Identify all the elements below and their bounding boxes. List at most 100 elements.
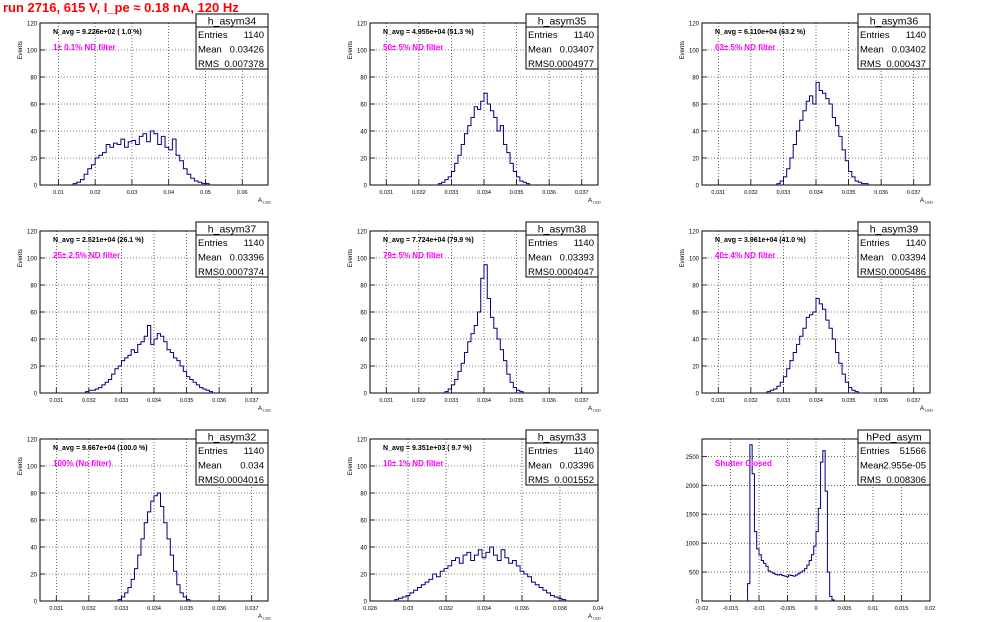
stats-label: Mean (528, 461, 552, 472)
hist-title: h_asym35 (538, 16, 587, 28)
x-tick-label: 0.037 (575, 190, 589, 196)
y-tick-label: 100 (689, 257, 700, 263)
y-tick-label: 80 (360, 492, 367, 498)
y-tick-label: 60 (692, 311, 699, 317)
x-tick-label: 0.034 (809, 398, 823, 404)
stats-box (525, 13, 599, 70)
y-tick-label: 20 (30, 573, 37, 579)
stats-label: RMS (860, 267, 881, 278)
x-axis-title: A LED (588, 406, 601, 413)
y-tick-label: 40 (360, 338, 367, 344)
x-tick-label: 0.01 (53, 190, 64, 196)
stats-value: 0.03394 (892, 253, 926, 264)
stats-value: 0.03426 (230, 45, 264, 56)
x-tick-label: 0.032 (439, 606, 453, 612)
x-tick-label: 0.02 (925, 606, 936, 612)
y-tick-label: 100 (27, 465, 38, 471)
y-tick-label: 0 (364, 392, 368, 398)
filter-label: 10± 1% ND filter (383, 459, 443, 468)
x-tick-label: 0.037 (907, 398, 921, 404)
y-tick-label: 120 (27, 22, 38, 28)
x-tick-label: 0.033 (115, 398, 129, 404)
x-tick-label: 0.035 (842, 190, 856, 196)
stats-value: 0.001552 (554, 475, 594, 486)
y-axis-title: Events (18, 41, 24, 59)
stats-label: Mean (198, 253, 222, 264)
x-tick-label: 0.04 (593, 606, 604, 612)
x-tick-label: 0.005 (838, 606, 852, 612)
filter-label: 79± 5% ND filter (383, 251, 443, 260)
x-tick-label: 0.034 (147, 606, 161, 612)
x-tick-label: 0.05 (200, 190, 211, 196)
navg-label: N_avg = 9.226e+02 ( 1.0 %) (53, 29, 142, 36)
x-axis-title: A LED (258, 406, 271, 413)
filter-label: 50± 5% ND filter (383, 43, 443, 52)
stats-label: RMS (198, 475, 219, 486)
x-tick-label: 0.036 (874, 398, 888, 404)
y-tick-label: 0 (696, 392, 700, 398)
x-tick-label: 0.032 (744, 398, 758, 404)
stats-value: 0.0004977 (549, 59, 594, 70)
stats-box (195, 13, 269, 70)
y-tick-label: 1000 (686, 542, 700, 548)
x-tick-label: 0.034 (477, 398, 491, 404)
y-axis-title: Events (348, 249, 354, 267)
filter-label: 100% (No filter) (53, 459, 112, 468)
filter-label: 25± 2.5% ND filter (53, 251, 120, 260)
x-tick-label: 0.036 (515, 606, 529, 612)
y-tick-label: 80 (30, 76, 37, 82)
stats-label: Entries (528, 446, 558, 457)
histogram-series (394, 546, 567, 601)
stats-value: 0.03402 (892, 45, 926, 56)
filter-label: Shutter Closed (715, 459, 772, 468)
run-title: run 2716, 615 V, I_pe ≈ 0.18 nA, 120 Hz (3, 0, 239, 15)
y-tick-label: 0 (696, 600, 700, 606)
x-tick-label: 0.03 (403, 606, 414, 612)
panel-h_asym33: 0 20 40 60 80 100 120 0.028 0.03 0.032 0.034 0.036 0… (348, 429, 604, 621)
x-axis-title: A LED (920, 406, 933, 413)
x-tick-label: 0.031 (49, 606, 63, 612)
x-tick-label: 0.04 (163, 190, 174, 196)
y-tick-label: 120 (27, 230, 38, 236)
stats-box (857, 221, 931, 278)
y-axis-title: Events (18, 457, 24, 475)
y-tick-label: 1500 (686, 513, 700, 519)
x-tick-label: 0.031 (49, 398, 63, 404)
histogram-series (437, 92, 531, 185)
filter-label: 1± 0.1% ND filter (53, 43, 116, 52)
x-tick-label: 0 (814, 606, 817, 612)
hist-title: h_asym33 (538, 432, 587, 444)
histogram-series (85, 325, 214, 393)
panel-h_asym35: 0 20 40 60 80 100 120 0.031 0.032 0.033 0.034 0.035… (348, 13, 601, 205)
hist-title: hPed_asym (866, 432, 922, 444)
y-tick-label: 40 (692, 338, 699, 344)
stats-label: Entries (860, 446, 890, 457)
y-tick-label: 120 (689, 22, 700, 28)
x-tick-label: 0.031 (711, 398, 725, 404)
x-tick-label: 0.035 (510, 398, 524, 404)
y-tick-label: 120 (357, 22, 368, 28)
y-tick-label: 100 (27, 257, 38, 263)
y-tick-label: 80 (30, 284, 37, 290)
stats-label: RMS (528, 475, 549, 486)
navg-label: N_avg = 9.351e+03 ( 9.7 %) (383, 445, 472, 452)
x-tick-label: 0.035 (180, 398, 194, 404)
y-tick-label: 100 (689, 49, 700, 55)
y-tick-label: 120 (689, 230, 700, 236)
x-tick-label: 0.034 (477, 190, 491, 196)
y-tick-label: 60 (360, 103, 367, 109)
hist-title: h_asym32 (208, 432, 257, 444)
y-tick-label: 0 (34, 392, 38, 398)
y-tick-label: 120 (357, 438, 368, 444)
y-tick-label: 0 (34, 184, 38, 190)
y-tick-label: 80 (360, 76, 367, 82)
stats-value: 0.000437 (886, 59, 926, 70)
x-tick-label: 0.033 (777, 190, 791, 196)
y-tick-label: 60 (30, 519, 37, 525)
y-tick-label: 20 (360, 157, 367, 163)
y-tick-label: 0 (696, 184, 700, 190)
y-tick-label: 100 (357, 49, 368, 55)
stats-value: 1140 (574, 446, 594, 457)
y-tick-label: 20 (692, 365, 699, 371)
navg-label: N_avg = 6.110e+04 (63.2 %) (715, 29, 805, 36)
